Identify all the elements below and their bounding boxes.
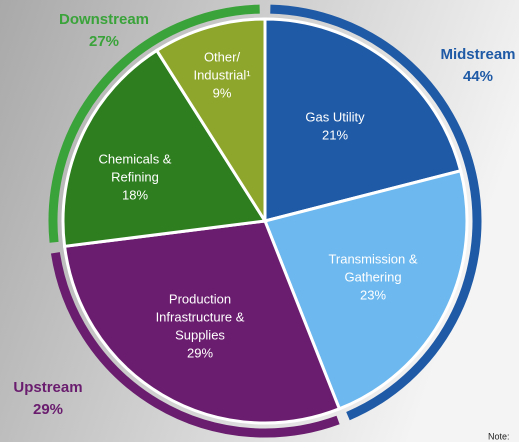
slice-label: Production (169, 291, 231, 306)
group-ring (270, 4, 482, 421)
slice-label: Other/ (204, 49, 241, 64)
group-label: Midstream (440, 46, 515, 63)
slice-value-label: 9% (213, 85, 232, 100)
pie-slice (62, 219, 342, 425)
slice-label: Chemicals & (99, 151, 172, 166)
slice-value-label: 29% (187, 345, 213, 360)
group-ring (48, 4, 260, 243)
slice-value-label: 18% (122, 187, 148, 202)
slice-label: Gathering (344, 269, 401, 284)
slice-value-label: 23% (360, 287, 386, 302)
pie-slice (61, 48, 268, 248)
note: Note: (488, 431, 510, 441)
slice-label: Infrastructure & (156, 309, 245, 324)
slice-label: Supplies (175, 327, 225, 342)
group-label: Upstream (13, 379, 82, 396)
group-value-label: 44% (463, 68, 493, 85)
slice-value-label: 21% (322, 127, 348, 142)
group-value-label: 27% (89, 33, 119, 50)
slice-label: Industrial¹ (193, 67, 251, 82)
group-label: Downstream (59, 11, 149, 28)
slice-label: Transmission & (328, 251, 417, 266)
pie-slice (154, 17, 267, 227)
group-ring (50, 252, 340, 438)
slice-label: Refining (111, 169, 159, 184)
slice-label: Gas Utility (305, 109, 365, 124)
pie-slice (262, 168, 469, 411)
group-value-label: 29% (33, 401, 63, 418)
pie-slice (263, 17, 463, 223)
